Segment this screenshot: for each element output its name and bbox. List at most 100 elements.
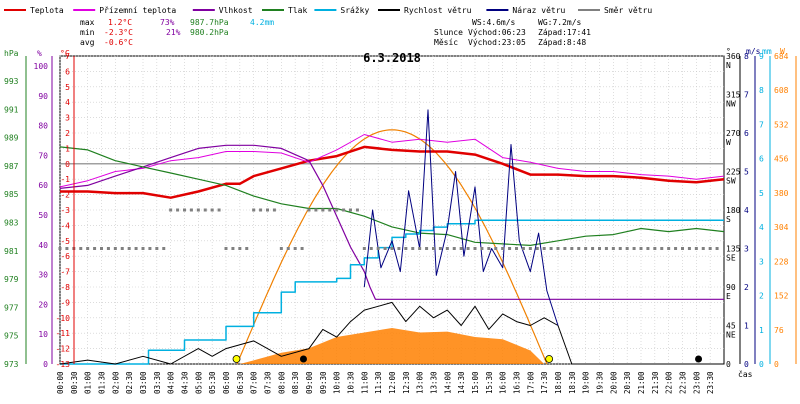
temp-tick: -12: [56, 345, 71, 354]
wind-direction-point: [611, 247, 615, 250]
wind-tick: 0: [744, 360, 749, 369]
legend-item-label: Tlak: [288, 6, 307, 15]
wind-direction-point: [411, 247, 415, 250]
wind-direction-point: [646, 247, 650, 250]
pressure-tick: 981: [4, 247, 19, 256]
sunset-time: Západ:17:41: [538, 28, 591, 37]
x-tick-label: 21:30: [651, 371, 660, 394]
wind-direction-point: [591, 247, 595, 250]
axis-label-temp: °C: [60, 49, 70, 58]
wind-direction-point: [445, 247, 449, 250]
stats-min-label: min: [80, 28, 95, 37]
pressure-tick: 979: [4, 275, 19, 284]
wind-direction-point: [674, 247, 678, 250]
x-tick-label: 11:00: [360, 371, 369, 394]
x-tick-label: 16:00: [499, 371, 508, 394]
x-tick-label: 23:30: [706, 371, 715, 394]
axis-label-direction: °: [726, 47, 731, 56]
wind-direction-point: [598, 247, 601, 250]
wind-direction-point: [604, 247, 608, 250]
humidity-tick: 70: [38, 151, 48, 160]
stats-min-pressure: 980.2hPa: [190, 28, 229, 37]
wind-direction-point: [148, 247, 152, 250]
solar-theoretical-curve: [236, 129, 548, 365]
humidity-tick: 10: [38, 330, 48, 339]
stats-block: max 1.2°C 73% 987.7hPa 4.2mm min -2.3°C …: [80, 18, 274, 47]
wind-direction-point: [203, 208, 207, 212]
wind-direction-point: [120, 247, 124, 250]
temp-tick: 4: [65, 98, 70, 107]
pressure-tick: 973: [4, 360, 19, 369]
humidity-tick: 20: [38, 300, 48, 309]
x-tick-label: 15:00: [471, 371, 480, 394]
wind-direction-point: [272, 208, 276, 212]
wind-direction-point: [515, 247, 518, 250]
direction-tick-name: NW: [726, 100, 736, 109]
wind-direction-point: [625, 247, 629, 250]
series-line-prizemni-teplota: [59, 134, 725, 188]
direction-tick-deg: 0: [726, 360, 731, 369]
chart-title: 6.3.2018: [363, 51, 421, 65]
pressure-tick: 975: [4, 332, 19, 341]
pressure-tick: 977: [4, 303, 19, 312]
wind-direction-point: [279, 247, 283, 250]
wind-direction-point: [577, 247, 581, 250]
wind-direction-point: [141, 247, 145, 250]
wind-direction-point: [438, 247, 442, 250]
stats-max-humidity: 73%: [160, 18, 175, 27]
wind-direction-point: [169, 208, 173, 212]
wind-direction-point: [570, 247, 574, 250]
x-tick-label: 01:00: [84, 371, 93, 394]
wind-direction-point: [466, 247, 470, 250]
moon-label: Měsíc: [434, 38, 458, 47]
legend-item-label: Teplota: [30, 6, 64, 15]
wind-direction-point: [162, 247, 166, 250]
wind-tick: 2: [744, 283, 749, 292]
rain-tick: 5: [759, 189, 764, 198]
wind-direction-point: [694, 247, 698, 250]
wind-direction-point: [113, 247, 117, 250]
wind-direction-point: [715, 247, 719, 250]
legend-item-label: Přízemní teplota: [99, 6, 176, 15]
wind-direction-point: [210, 208, 214, 212]
temp-tick: -1: [60, 175, 70, 184]
wind-direction-point: [252, 208, 256, 212]
direction-tick-deg: 270: [726, 129, 741, 138]
wind-direction-point: [224, 247, 228, 250]
x-tick-label: 19:30: [596, 371, 605, 394]
pressure-tick: 989: [4, 134, 19, 143]
wind-direction-point: [196, 208, 200, 212]
x-tick-label: 12:30: [402, 371, 411, 394]
x-tick-label: 11:30: [374, 371, 383, 394]
wind-direction-point: [342, 208, 346, 212]
temp-tick: 6: [65, 67, 70, 76]
wind-direction-point: [508, 247, 512, 250]
wind-direction-point: [349, 208, 352, 212]
wind-direction-point: [480, 247, 484, 250]
solar-layer: [236, 129, 548, 365]
legend: Teplota Přízemní teplota Vlhkost Tlak Srážky…: [4, 6, 652, 15]
series-line-vlhkost: [59, 144, 724, 300]
direction-tick-name: W: [726, 138, 731, 147]
rain-tick: 7: [759, 120, 764, 129]
solar-tick: 228: [774, 257, 789, 266]
x-tick-label: 09:30: [319, 371, 328, 394]
wind-tick: 3: [744, 245, 749, 254]
x-tick-label: 21:00: [637, 371, 646, 394]
wind-gust-summary: WG:7.2m/s: [538, 18, 582, 27]
x-tick-label: 13:00: [416, 371, 425, 394]
stats-max-label: max: [80, 18, 95, 27]
wind-direction-point: [549, 247, 553, 250]
rain-tick: 9: [759, 52, 764, 61]
wind-direction-point: [238, 247, 242, 250]
wind-direction-point: [452, 247, 456, 250]
stats-max-pressure: 987.7hPa: [190, 18, 229, 27]
wind-direction-point: [660, 247, 664, 250]
pressure-tick: 983: [4, 219, 19, 228]
wind-tick: 8: [744, 52, 749, 61]
wind-direction-point: [65, 247, 69, 250]
sun-label: Slunce: [434, 28, 463, 37]
temp-tick: 7: [65, 52, 70, 61]
wind-direction-point: [134, 247, 138, 250]
